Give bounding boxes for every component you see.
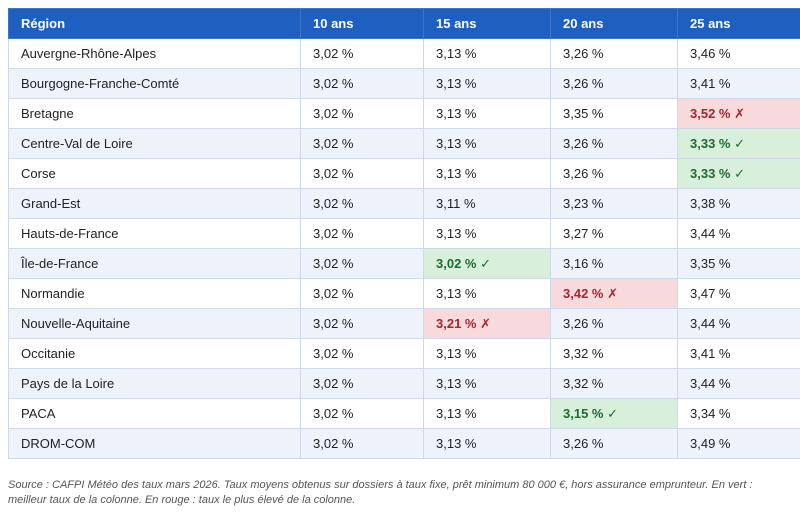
table-row: Nouvelle-Aquitaine 3,02 % 3,21 % ✗ 3,26 % 3,… xyxy=(8,308,800,339)
rate-20-years-cell: 3,26 % xyxy=(550,428,678,459)
rate-10-years-cell: 3,02 % xyxy=(300,158,424,189)
rate-15-years-cell: 3,11 % xyxy=(423,188,551,219)
table-row: Grand-Est 3,02 % 3,11 % 3,23 % 3,38 % xyxy=(8,188,800,219)
rate-25-years-cell: 3,47 % xyxy=(677,278,800,309)
rate-15-years-cell: 3,13 % xyxy=(423,428,551,459)
table-row: Occitanie 3,02 % 3,13 % 3,32 % 3,41 % xyxy=(8,338,800,369)
column-header-25-years: 25 ans xyxy=(677,8,800,39)
region-cell: DROM-COM xyxy=(8,428,301,459)
table-row: DROM-COM 3,02 % 3,13 % 3,26 % 3,49 % xyxy=(8,428,800,459)
regional-rates-table: Région 10 ans 15 ans 20 ans 25 ans Auver… xyxy=(8,8,800,459)
rate-25-years-cell: 3,44 % xyxy=(677,218,800,249)
rate-20-years-cell: 3,32 % xyxy=(550,368,678,399)
rate-10-years-cell: 3,02 % xyxy=(300,68,424,99)
rate-20-years-cell: 3,26 % xyxy=(550,308,678,339)
rate-20-years-cell: 3,23 % xyxy=(550,188,678,219)
rate-25-years-cell: 3,44 % xyxy=(677,308,800,339)
table-body: Auvergne-Rhône-Alpes 3,02 % 3,13 % 3,26 % 3,… xyxy=(8,38,800,459)
rate-15-years-cell: 3,13 % xyxy=(423,38,551,69)
rate-20-years-cell: 3,26 % xyxy=(550,158,678,189)
column-header-20-years: 20 ans xyxy=(550,8,678,39)
rate-20-years-cell: 3,15 % ✓ xyxy=(550,398,678,429)
rate-15-years-cell: 3,13 % xyxy=(423,128,551,159)
table-row: Corse 3,02 % 3,13 % 3,26 % 3,33 % ✓ xyxy=(8,158,800,189)
column-header-15-years: 15 ans xyxy=(423,8,551,39)
rate-25-years-cell: 3,35 % xyxy=(677,248,800,279)
rate-15-years-cell: 3,13 % xyxy=(423,278,551,309)
rate-15-years-cell: 3,13 % xyxy=(423,338,551,369)
rate-15-years-cell: 3,02 % ✓ xyxy=(423,248,551,279)
table-header-row: Région 10 ans 15 ans 20 ans 25 ans xyxy=(8,8,800,39)
rate-20-years-cell: 3,26 % xyxy=(550,128,678,159)
column-header-region: Région xyxy=(8,8,301,39)
table-row: Centre-Val de Loire 3,02 % 3,13 % 3,26 % 3,3… xyxy=(8,128,800,159)
rate-10-years-cell: 3,02 % xyxy=(300,308,424,339)
region-cell: Auvergne-Rhône-Alpes xyxy=(8,38,301,69)
table-row: Hauts-de-France 3,02 % 3,13 % 3,27 % 3,44 % xyxy=(8,218,800,249)
rate-20-years-cell: 3,27 % xyxy=(550,218,678,249)
table-row: Pays de la Loire 3,02 % 3,13 % 3,32 % 3,44 % xyxy=(8,368,800,399)
region-cell: Pays de la Loire xyxy=(8,368,301,399)
table-row: Bourgogne-Franche-Comté 3,02 % 3,13 % 3,26 … xyxy=(8,68,800,99)
table-row: Île-de-France 3,02 % 3,02 % ✓ 3,16 % 3,35 % xyxy=(8,248,800,279)
region-cell: Nouvelle-Aquitaine xyxy=(8,308,301,339)
rate-10-years-cell: 3,02 % xyxy=(300,338,424,369)
rate-15-years-cell: 3,13 % xyxy=(423,158,551,189)
table-row: Auvergne-Rhône-Alpes 3,02 % 3,13 % 3,26 % 3,… xyxy=(8,38,800,69)
rate-15-years-cell: 3,13 % xyxy=(423,98,551,129)
table-row: Bretagne 3,02 % 3,13 % 3,35 % 3,52 % ✗ xyxy=(8,98,800,129)
rate-25-years-cell: 3,33 % ✓ xyxy=(677,158,800,189)
rate-25-years-cell: 3,41 % xyxy=(677,68,800,99)
region-cell: Corse xyxy=(8,158,301,189)
rate-10-years-cell: 3,02 % xyxy=(300,278,424,309)
rate-20-years-cell: 3,16 % xyxy=(550,248,678,279)
rate-10-years-cell: 3,02 % xyxy=(300,128,424,159)
rate-10-years-cell: 3,02 % xyxy=(300,428,424,459)
rate-10-years-cell: 3,02 % xyxy=(300,398,424,429)
rate-10-years-cell: 3,02 % xyxy=(300,218,424,249)
region-cell: Normandie xyxy=(8,278,301,309)
rate-20-years-cell: 3,26 % xyxy=(550,68,678,99)
rate-10-years-cell: 3,02 % xyxy=(300,248,424,279)
rate-10-years-cell: 3,02 % xyxy=(300,368,424,399)
rate-10-years-cell: 3,02 % xyxy=(300,38,424,69)
rate-20-years-cell: 3,32 % xyxy=(550,338,678,369)
column-header-10-years: 10 ans xyxy=(300,8,424,39)
region-cell: Grand-Est xyxy=(8,188,301,219)
table-row: PACA 3,02 % 3,13 % 3,15 % ✓ 3,34 % xyxy=(8,398,800,429)
rate-25-years-cell: 3,52 % ✗ xyxy=(677,98,800,129)
region-cell: Hauts-de-France xyxy=(8,218,301,249)
region-cell: Bourgogne-Franche-Comté xyxy=(8,68,301,99)
rate-20-years-cell: 3,42 % ✗ xyxy=(550,278,678,309)
rate-25-years-cell: 3,33 % ✓ xyxy=(677,128,800,159)
rate-25-years-cell: 3,46 % xyxy=(677,38,800,69)
rate-10-years-cell: 3,02 % xyxy=(300,188,424,219)
rate-25-years-cell: 3,44 % xyxy=(677,368,800,399)
region-cell: Bretagne xyxy=(8,98,301,129)
region-cell: PACA xyxy=(8,398,301,429)
rate-15-years-cell: 3,13 % xyxy=(423,398,551,429)
rate-15-years-cell: 3,13 % xyxy=(423,368,551,399)
rate-25-years-cell: 3,41 % xyxy=(677,338,800,369)
region-cell: Occitanie xyxy=(8,338,301,369)
rate-25-years-cell: 3,38 % xyxy=(677,188,800,219)
rate-15-years-cell: 3,13 % xyxy=(423,218,551,249)
footnote: Source : CAFPI Météo des taux mars 2026.… xyxy=(8,479,753,506)
rate-20-years-cell: 3,35 % xyxy=(550,98,678,129)
rate-15-years-cell: 3,13 % xyxy=(423,68,551,99)
rate-25-years-cell: 3,49 % xyxy=(677,428,800,459)
rate-10-years-cell: 3,02 % xyxy=(300,98,424,129)
table-row: Normandie 3,02 % 3,13 % 3,42 % ✗ 3,47 % xyxy=(8,278,800,309)
rate-15-years-cell: 3,21 % ✗ xyxy=(423,308,551,339)
region-cell: Île-de-France xyxy=(8,248,301,279)
region-cell: Centre-Val de Loire xyxy=(8,128,301,159)
rate-20-years-cell: 3,26 % xyxy=(550,38,678,69)
rate-25-years-cell: 3,34 % xyxy=(677,398,800,429)
